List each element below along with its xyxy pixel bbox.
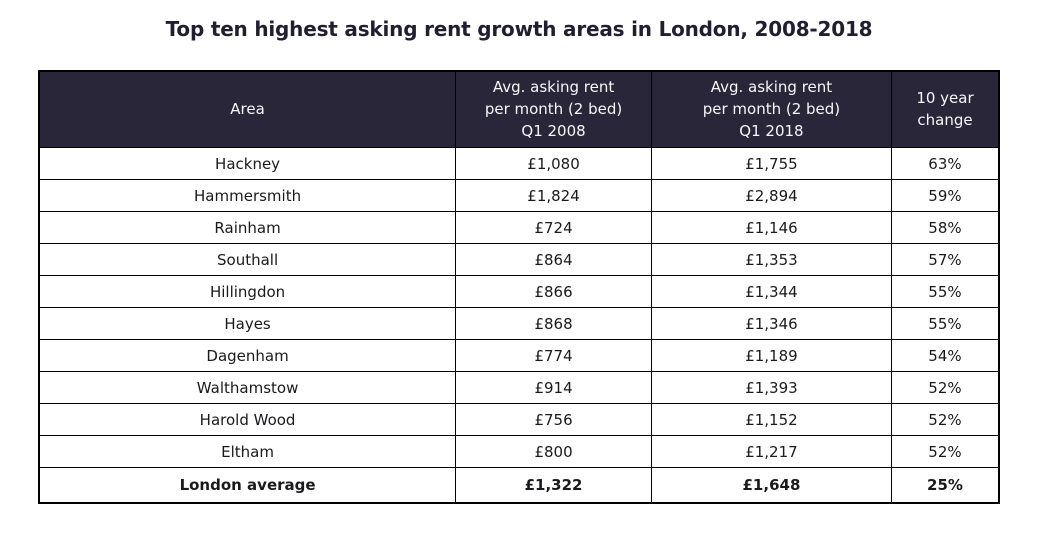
- table-row: Hackney £1,080 £1,755 63%: [38, 147, 1000, 181]
- cell-area: Hammersmith: [38, 179, 457, 213]
- cell-rent-2018: £1,152: [650, 403, 892, 437]
- table-body: Hackney £1,080 £1,755 63% Hammersmith £1…: [38, 147, 1000, 504]
- cell-area: Hillingdon: [38, 275, 457, 309]
- cell-rent-2008: £1,322: [455, 467, 652, 504]
- cell-rent-2018: £2,894: [650, 179, 892, 213]
- table-row: Southall £864 £1,353 57%: [38, 243, 1000, 277]
- table-row: Hammersmith £1,824 £2,894 59%: [38, 179, 1000, 213]
- column-header-area: Area: [38, 70, 457, 149]
- cell-rent-2008: £724: [455, 211, 652, 245]
- cell-change: 63%: [890, 147, 1000, 181]
- cell-change: 55%: [890, 275, 1000, 309]
- cell-rent-2018: £1,755: [650, 147, 892, 181]
- cell-area: Eltham: [38, 435, 457, 469]
- cell-rent-2008: £868: [455, 307, 652, 341]
- cell-rent-2008: £864: [455, 243, 652, 277]
- cell-change: 52%: [890, 435, 1000, 469]
- cell-rent-2018: £1,146: [650, 211, 892, 245]
- cell-area: Dagenham: [38, 339, 457, 373]
- cell-area: London average: [38, 467, 457, 504]
- table-row: Eltham £800 £1,217 52%: [38, 435, 1000, 469]
- table-row: Rainham £724 £1,146 58%: [38, 211, 1000, 245]
- cell-rent-2018: £1,189: [650, 339, 892, 373]
- cell-rent-2008: £914: [455, 371, 652, 405]
- column-header-rent-2018: Avg. asking rent per month (2 bed) Q1 20…: [650, 70, 892, 149]
- cell-area: Walthamstow: [38, 371, 457, 405]
- table-row: Hayes £868 £1,346 55%: [38, 307, 1000, 341]
- cell-rent-2008: £756: [455, 403, 652, 437]
- cell-area: Hackney: [38, 147, 457, 181]
- cell-area: Hayes: [38, 307, 457, 341]
- cell-rent-2008: £774: [455, 339, 652, 373]
- cell-change: 55%: [890, 307, 1000, 341]
- cell-rent-2008: £866: [455, 275, 652, 309]
- cell-rent-2008: £1,080: [455, 147, 652, 181]
- cell-rent-2018: £1,217: [650, 435, 892, 469]
- column-header-change: 10 year change: [890, 70, 1000, 149]
- cell-rent-2018: £1,393: [650, 371, 892, 405]
- cell-change: 57%: [890, 243, 1000, 277]
- cell-change: 52%: [890, 371, 1000, 405]
- cell-rent-2018: £1,344: [650, 275, 892, 309]
- cell-area: Harold Wood: [38, 403, 457, 437]
- table-row: Hillingdon £866 £1,344 55%: [38, 275, 1000, 309]
- column-header-rent-2008: Avg. asking rent per month (2 bed) Q1 20…: [455, 70, 652, 149]
- cell-change: 58%: [890, 211, 1000, 245]
- cell-area: Rainham: [38, 211, 457, 245]
- cell-rent-2018: £1,346: [650, 307, 892, 341]
- table-row-london-average: London average £1,322 £1,648 25%: [38, 467, 1000, 504]
- rent-growth-table: Area Avg. asking rent per month (2 bed) …: [38, 70, 1000, 504]
- table-row: Harold Wood £756 £1,152 52%: [38, 403, 1000, 437]
- page-title: Top ten highest asking rent growth areas…: [165, 17, 873, 41]
- cell-change: 54%: [890, 339, 1000, 373]
- table-row: Walthamstow £914 £1,393 52%: [38, 371, 1000, 405]
- cell-rent-2008: £1,824: [455, 179, 652, 213]
- cell-rent-2018: £1,648: [650, 467, 892, 504]
- table-header: Area Avg. asking rent per month (2 bed) …: [38, 70, 1000, 149]
- cell-area: Southall: [38, 243, 457, 277]
- cell-change: 52%: [890, 403, 1000, 437]
- cell-change: 59%: [890, 179, 1000, 213]
- cell-change: 25%: [890, 467, 1000, 504]
- cell-rent-2008: £800: [455, 435, 652, 469]
- table-row: Dagenham £774 £1,189 54%: [38, 339, 1000, 373]
- cell-rent-2018: £1,353: [650, 243, 892, 277]
- header-row: Area Avg. asking rent per month (2 bed) …: [38, 70, 1000, 149]
